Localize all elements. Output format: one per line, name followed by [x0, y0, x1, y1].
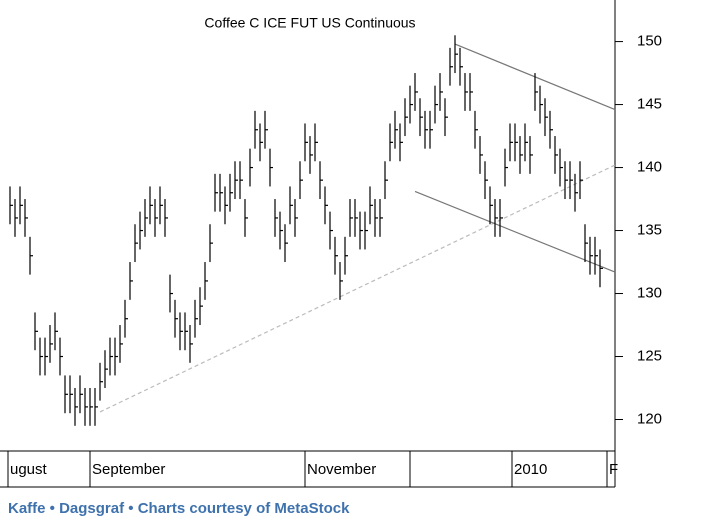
- page: {"chart_data": {"type": "ohlc", "title":…: [0, 0, 663, 517]
- trendline: [99, 164, 616, 413]
- trendline: [414, 190, 616, 273]
- y-tick-label: 120: [637, 410, 662, 427]
- x-tick-label: September: [92, 461, 165, 478]
- x-tick-label: 2010: [514, 461, 547, 478]
- y-tick-label: 135: [637, 222, 662, 239]
- x-tick-label: F: [609, 461, 618, 478]
- footer: Kaffe • Dagsgraf • Charts courtesy of Me…: [8, 500, 350, 517]
- y-tick-label: 150: [637, 33, 662, 50]
- chart-title: Coffee C ICE FUT US Continuous: [204, 15, 415, 31]
- x-tick-label: November: [307, 461, 376, 478]
- chart: Coffee C ICE FUT US Continuous 120 125 130…: [0, 0, 662, 488]
- y-tick-label: 125: [637, 347, 662, 364]
- x-tick-label: ugust: [10, 461, 48, 478]
- y-tick-label: 130: [637, 284, 662, 301]
- y-tick-label: 145: [637, 96, 662, 113]
- y-tick-label: 140: [637, 159, 662, 176]
